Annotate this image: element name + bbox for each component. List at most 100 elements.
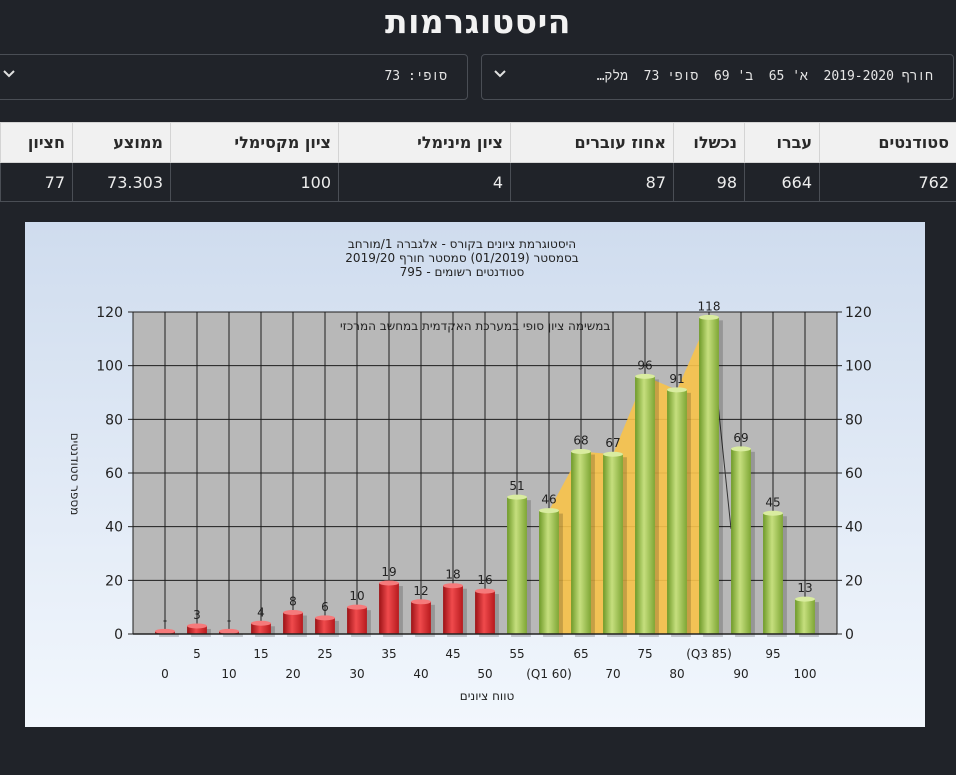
value-passed: 664 <box>744 162 820 202</box>
bar <box>795 599 815 634</box>
bar-cap <box>475 588 495 594</box>
bar <box>539 510 559 634</box>
y-tick-label: 100 <box>96 359 123 375</box>
y-tick-label: 0 <box>114 627 123 643</box>
bar-cap <box>219 628 239 634</box>
bar-value-label: - <box>163 613 167 627</box>
bar-value-label: 10 <box>349 589 364 603</box>
x-tick-label: 10 <box>221 667 236 681</box>
header-failed: נכשלו <box>673 122 745 163</box>
bar-value-label: 96 <box>637 358 652 372</box>
y-tick-label: 120 <box>96 305 123 321</box>
y-tick-label-right: 60 <box>845 466 863 482</box>
value-failed: 98 <box>673 162 745 202</box>
bar-cap <box>443 583 463 589</box>
bar-cap <box>571 449 591 455</box>
bar <box>251 623 271 634</box>
bar <box>571 451 591 634</box>
bar-value-label: 6 <box>321 600 329 614</box>
bar-cap <box>315 615 335 621</box>
bar-cap <box>699 314 719 320</box>
x-axis-label: טווח ציונים <box>460 689 515 703</box>
plot-area: - 3 - 4 8 6 10 19 12 18 16 51 46 68 67 96 91 118 69 45 13 0 0 2… <box>96 299 871 681</box>
x-tick-label: 15 <box>253 647 268 661</box>
bar-value-label: 45 <box>765 495 780 509</box>
bar-value-label: - <box>227 613 231 627</box>
page-title: היסטוגרמות <box>385 2 571 41</box>
x-tick-label: 35 <box>381 647 396 661</box>
chart-annotation: במשימה ציון סופי במערכת האקדמית במחשב המ… <box>340 319 610 333</box>
bar-value-label: 16 <box>477 573 492 587</box>
y-tick-label: 80 <box>105 412 123 428</box>
x-tick-label: 70 <box>605 667 620 681</box>
chevron-down-icon <box>494 70 506 78</box>
y-tick-label-right: 80 <box>845 412 863 428</box>
header-students: סטודנטים <box>819 122 956 163</box>
bar-shadow <box>223 634 243 637</box>
bar-cap <box>667 387 687 393</box>
chart-title-line-2: בסמסטר (01/2019) סמסטר חורף 2019/20 <box>345 251 578 265</box>
header-max-grade: ציון מקסימלי <box>170 122 339 163</box>
y-tick-label-right: 100 <box>845 359 872 375</box>
bar-cap <box>795 596 815 602</box>
histogram-chart: היסטוגרמת ציונים בקורס - אלגברה 1/מורחב … <box>25 222 925 727</box>
x-tick-label: 50 <box>477 667 492 681</box>
bar-value-label: 51 <box>509 479 524 493</box>
bar <box>187 625 207 634</box>
bar-value-label: 69 <box>733 431 748 445</box>
value-max-grade: 100 <box>170 162 339 202</box>
x-tick-label: 55 <box>509 647 524 661</box>
x-tick-label: 65 <box>573 647 588 661</box>
chart-title-line-3: סטודנטים רשומים - 795 <box>400 265 525 279</box>
bar-value-label: 8 <box>289 595 297 609</box>
bar-value-label: 13 <box>797 581 812 595</box>
y-axis-label: מספר סטודנטים <box>68 433 82 516</box>
x-tick-label: 20 <box>285 667 300 681</box>
final-grade-select[interactable]: סופי: 73 <box>0 54 468 100</box>
x-tick-label: (Q3 85) <box>686 647 732 661</box>
value-students: 762 <box>819 162 956 202</box>
stats-value-row: 762 664 98 87 4 100 73.303 77 <box>0 162 956 202</box>
value-pass-percent: 87 <box>510 162 674 202</box>
header-pass-percent: אחוז עוברים <box>510 122 674 163</box>
bar-cap <box>411 599 431 605</box>
bar-cap <box>603 451 623 457</box>
final-grade-select-value: סופי: 73 <box>384 69 447 84</box>
bar-value-label: 68 <box>573 434 588 448</box>
bar <box>635 376 655 634</box>
bar-cap <box>507 494 527 500</box>
bar-value-label: 4 <box>257 605 265 619</box>
semester-select[interactable]: חורף 2019-2020 א' 65 ב' 69 סופי 73 מלק… <box>481 54 954 100</box>
bar-cap <box>251 620 271 626</box>
bar-cap <box>635 373 655 379</box>
x-tick-label: 40 <box>413 667 428 681</box>
semester-select-value: חורף 2019-2020 א' 65 ב' 69 סופי 73 מלק… <box>596 69 933 84</box>
x-tick-label: 100 <box>794 667 817 681</box>
bar-cap <box>347 604 367 610</box>
header-average: ממוצע <box>72 122 171 163</box>
stats-table: סטודנטים עברו נכשלו אחוז עוברים ציון מינ… <box>0 122 956 202</box>
bar-cap <box>187 623 207 629</box>
x-tick-label: 95 <box>765 647 780 661</box>
bar-value-label: 118 <box>698 299 721 313</box>
bar <box>283 612 303 634</box>
bar <box>603 454 623 634</box>
bar-cap <box>283 610 303 616</box>
value-min-grade: 4 <box>338 162 511 202</box>
y-tick-label: 20 <box>105 573 123 589</box>
x-tick-label: 80 <box>669 667 684 681</box>
bar-cap <box>379 580 399 586</box>
histogram-svg: היסטוגרמת ציונים בקורס - אלגברה 1/מורחב … <box>68 237 872 703</box>
bar <box>411 601 431 634</box>
y-tick-label-right: 40 <box>845 520 863 536</box>
bar <box>443 585 463 634</box>
y-tick-label-right: 120 <box>845 305 872 321</box>
stats-header-row: סטודנטים עברו נכשלו אחוז עוברים ציון מינ… <box>0 122 956 163</box>
bar <box>763 513 783 634</box>
header-min-grade: ציון מינימלי <box>338 122 511 163</box>
bar <box>315 617 335 634</box>
bar-cap <box>539 508 559 514</box>
chevron-down-icon <box>3 70 15 78</box>
y-tick-label-right: 20 <box>845 573 863 589</box>
y-tick-label-right: 0 <box>845 627 854 643</box>
